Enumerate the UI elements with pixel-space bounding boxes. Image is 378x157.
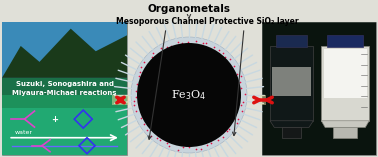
Bar bbox=[2, 108, 127, 155]
Bar bbox=[262, 22, 376, 155]
Bar bbox=[270, 46, 313, 121]
Polygon shape bbox=[321, 121, 369, 127]
Text: Protective SiO₂ layer: Protective SiO₂ layer bbox=[209, 17, 299, 26]
Bar bbox=[282, 127, 301, 138]
Text: Mesoporous Channel: Mesoporous Channel bbox=[116, 17, 206, 26]
Circle shape bbox=[131, 37, 247, 153]
Circle shape bbox=[137, 43, 241, 147]
Bar bbox=[262, 22, 376, 155]
Bar bbox=[2, 22, 127, 155]
Bar bbox=[324, 49, 367, 98]
Text: +: + bbox=[51, 115, 58, 124]
Bar bbox=[276, 35, 307, 47]
Bar bbox=[327, 35, 363, 47]
Text: water: water bbox=[14, 130, 33, 135]
Bar bbox=[333, 127, 357, 138]
Bar bbox=[2, 78, 127, 155]
Bar bbox=[2, 22, 127, 78]
Bar bbox=[272, 67, 311, 97]
Bar bbox=[112, 95, 129, 105]
Bar bbox=[260, 95, 266, 105]
Polygon shape bbox=[270, 121, 313, 127]
Bar bbox=[321, 46, 369, 121]
Text: Organometals: Organometals bbox=[147, 4, 231, 14]
Text: Fe$_3$O$_4$: Fe$_3$O$_4$ bbox=[171, 88, 207, 102]
Text: Suzuki, Sonogashira and
Miyaura-Michael reactions: Suzuki, Sonogashira and Miyaura-Michael … bbox=[12, 81, 117, 96]
Polygon shape bbox=[2, 29, 127, 78]
Bar bbox=[2, 95, 127, 155]
